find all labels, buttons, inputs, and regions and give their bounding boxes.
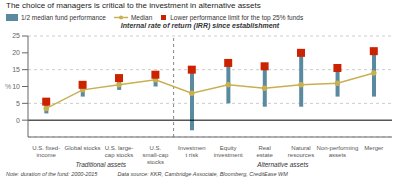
svg-text:Non-performingassets: Non-performingassets <box>317 145 359 158</box>
svg-text:10: 10 <box>12 83 20 90</box>
svg-text:Investment risk: Investment risk <box>178 145 206 158</box>
svg-text:25: 25 <box>12 32 20 39</box>
html-text:Internal rate of return (IRR): Internal rate of return (IRR) since esta… <box>120 22 280 29</box>
svg-text:15: 15 <box>12 66 20 73</box>
html-text:The choice of managers is crit: The choice of managers is critical to th… <box>6 1 261 10</box>
svg-text:Realestate: Realestate <box>256 145 273 158</box>
svg-text:0: 0 <box>16 117 20 124</box>
svg-text:U.S.small-capstocks: U.S.small-capstocks <box>143 145 169 164</box>
svg-text:Global stocks: Global stocks <box>65 145 101 151</box>
html-text:Note: duration of the fund: 20: Note: duration of the fund: 2000-2015 <box>6 171 98 177</box>
html-text:Lower performance limit for th: Lower performance limit for the top 25% … <box>170 13 304 21</box>
html-text:Median: Median <box>130 13 153 21</box>
svg-text:5: 5 <box>16 100 20 107</box>
svg-text:U.S. fixed-income: U.S. fixed-income <box>32 145 60 158</box>
svg-text:Merger: Merger <box>364 145 383 151</box>
svg-text:%: % <box>8 83 11 90</box>
svg-text:Naturalresources: Naturalresources <box>288 145 314 158</box>
svg-text:Traditional assets: Traditional assets <box>76 161 127 168</box>
svg-text:20: 20 <box>12 49 20 56</box>
svg-text:Equityinvestment: Equityinvestment <box>214 145 243 158</box>
html-text:1/2 median fund performance: 1/2 median fund performance <box>21 13 106 21</box>
html-text:Data source: KKR, Cambridge As: Data source: KKR, Cambridge Associate, B… <box>117 171 288 177</box>
svg-text:U.S. large-cap stocks: U.S. large-cap stocks <box>105 145 134 158</box>
svg-text:Alternative assets: Alternative assets <box>256 161 309 168</box>
